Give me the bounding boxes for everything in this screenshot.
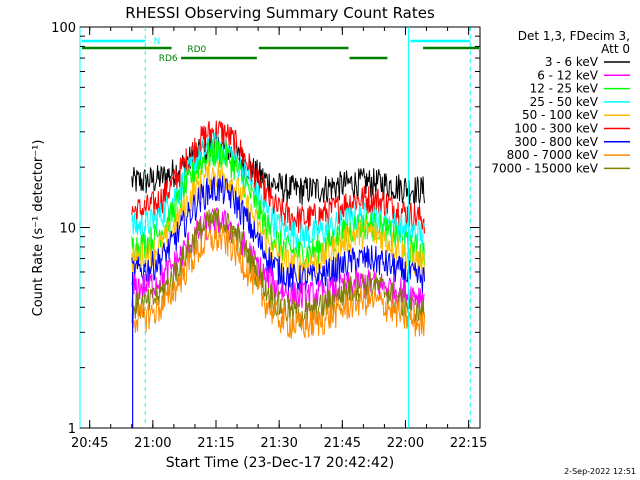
x-tick-label: 21:00 <box>134 436 171 451</box>
legend-entry-label: 100 - 300 keV <box>514 122 598 136</box>
series-line-6 <box>131 175 425 295</box>
legend-entry-label: 12 - 25 keV <box>530 82 599 96</box>
x-axis-label: Start Time (23-Dec-17 20:42:42) <box>166 455 394 471</box>
series-line-8 <box>131 208 425 329</box>
legend-entry-label: 800 - 7000 keV <box>507 148 599 162</box>
legend-entry-label: 6 - 12 keV <box>537 68 599 82</box>
series-line-3 <box>131 132 425 251</box>
x-tick-label: 21:45 <box>324 436 361 451</box>
footer-timestamp: 2-Sep-2022 12:51 <box>564 467 636 476</box>
night-label: N <box>154 37 161 47</box>
x-tick-label: 21:15 <box>197 436 234 451</box>
legend-header-1: Det 1,3, FDecim 3, <box>518 29 630 43</box>
legend-entry-label: 7000 - 15000 keV <box>491 161 598 175</box>
legend-header-2: Att 0 <box>601 42 630 56</box>
axis-ticks: 20:45 21:00 21:15 21:30 21:45 22:00 22:15 1 10 10… <box>51 21 487 451</box>
x-tick-label: 21:30 <box>260 436 297 451</box>
legend-entry-label: 25 - 50 keV <box>530 95 599 109</box>
x-tick-label: 20:45 <box>71 436 108 451</box>
y-tick-label: 1 <box>68 422 76 437</box>
y-axis-label: Count Rate (s⁻¹ detector⁻¹) <box>31 140 46 317</box>
rd6-label: RD6 <box>159 54 178 64</box>
series-line-2 <box>131 139 425 271</box>
x-tick-label: 22:00 <box>387 436 424 451</box>
y-tick-label: 100 <box>51 21 76 36</box>
legend-entry-label: 50 - 100 keV <box>522 108 599 122</box>
legend-entry-label: 3 - 6 keV <box>545 55 599 69</box>
plot-content: N RD0 RD6 <box>79 27 479 428</box>
series-line-5 <box>131 120 425 234</box>
chart-title: RHESSI Observing Summary Count Rates <box>125 4 435 22</box>
x-tick-label: 22:15 <box>450 436 487 451</box>
legend-entry-label: 300 - 800 keV <box>514 135 598 149</box>
y-tick-label: 10 <box>59 222 76 237</box>
series-line-7 <box>131 226 425 340</box>
y-axis-label-text: Count Rate (s⁻¹ detector⁻¹) <box>31 140 46 317</box>
rd0-label: RD0 <box>187 45 206 55</box>
series-line-4 <box>131 162 425 282</box>
